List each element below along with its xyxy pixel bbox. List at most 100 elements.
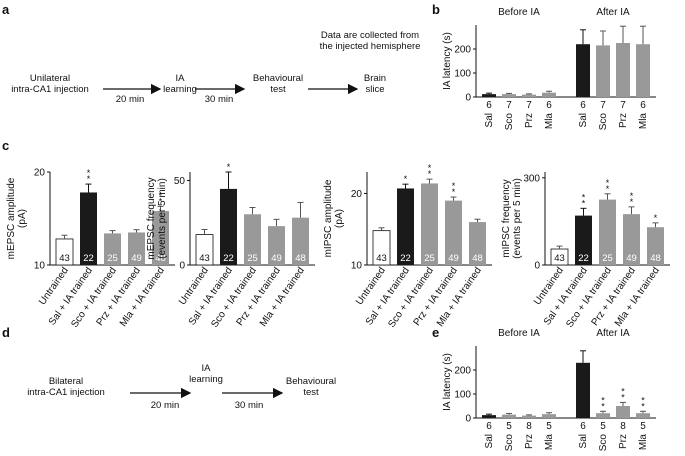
category-label: Sal	[578, 113, 589, 127]
n-label: 5	[600, 421, 606, 432]
y-tick-label: 20	[34, 168, 46, 179]
y-axis-label: mIPSC amplitude(pA)	[323, 179, 345, 257]
significance-star: *	[621, 392, 625, 402]
significance-star: *	[606, 184, 610, 194]
bar	[616, 406, 630, 418]
category-label: Mla + IA trained	[435, 265, 484, 328]
n-label: 43	[376, 253, 387, 264]
bar	[80, 192, 97, 265]
n-label: 48	[472, 253, 483, 264]
n-label: 8	[620, 421, 626, 432]
n-label: 25	[247, 253, 258, 264]
n-label: 43	[554, 253, 565, 264]
bar	[421, 183, 438, 265]
category-label: Prz	[618, 113, 629, 128]
significance-star: *	[582, 198, 586, 208]
n-label: 6	[580, 100, 586, 111]
flow-d-learning: IA learning	[189, 363, 223, 385]
category-label: Mla + IA trained	[258, 265, 307, 328]
bar	[397, 188, 414, 265]
significance-star: *	[641, 395, 645, 405]
bar	[128, 232, 145, 265]
y-tick-label: 300	[523, 173, 540, 184]
bar	[482, 94, 496, 97]
y-tick-label: 50	[174, 176, 186, 187]
n-label: 48	[295, 253, 306, 264]
significance-star: *	[452, 187, 456, 197]
bar	[152, 211, 169, 265]
y-tick-label: 10	[34, 261, 46, 272]
bar	[575, 215, 592, 265]
bar	[596, 45, 610, 97]
y-tick-label: 0	[465, 93, 471, 104]
flow-a-test: Behavioural test	[252, 73, 304, 95]
n-label: 22	[400, 253, 411, 264]
category-label: Mla + IA trained	[613, 265, 662, 328]
category-label: Mla	[544, 113, 555, 130]
group-label-after: After IA	[596, 7, 630, 18]
significance-star: *	[601, 401, 605, 411]
flow-a-slice: Brain slice	[363, 73, 387, 95]
bar	[104, 233, 121, 265]
bar	[292, 217, 309, 265]
bar	[616, 43, 630, 97]
y-tick-label: 100	[454, 390, 471, 401]
flow-d-step1: 20 min	[150, 400, 180, 411]
n-label: 43	[199, 253, 210, 264]
y-tick-label: 20	[351, 189, 363, 200]
bar	[636, 44, 650, 97]
bar	[502, 94, 516, 97]
bar	[623, 214, 640, 265]
category-label: Sco	[598, 113, 609, 131]
n-label: 25	[107, 253, 118, 264]
category-label: Sco	[504, 434, 515, 452]
significance-star: *	[654, 213, 658, 223]
bar	[542, 92, 556, 97]
group-label-before: Before IA	[498, 328, 540, 339]
n-label: 6	[486, 421, 492, 432]
n-label: 22	[578, 253, 589, 264]
significance-star: *	[428, 163, 432, 173]
n-label: 25	[424, 253, 435, 264]
panel-label-d: d	[2, 325, 10, 340]
panel-label-a: a	[2, 2, 10, 17]
bar	[482, 415, 496, 418]
bar	[636, 413, 650, 418]
y-tick-label: 200	[454, 45, 471, 56]
category-label: Mla	[544, 434, 555, 451]
category-label: Mla + IA trained	[118, 265, 167, 328]
bar	[469, 222, 486, 265]
n-label: 6	[486, 100, 492, 111]
n-label: 43	[59, 253, 70, 264]
category-label: Sal	[484, 113, 495, 127]
flow-a-step2: 30 min	[204, 94, 234, 105]
significance-star: *	[87, 174, 91, 184]
bar	[244, 214, 261, 265]
bar	[647, 227, 664, 265]
n-label: 22	[83, 253, 94, 264]
bar	[576, 362, 590, 418]
n-label: 6	[546, 100, 552, 111]
flow-d-injection: Bilateral intra-CA1 injection	[27, 376, 105, 398]
category-label: Sal	[578, 434, 589, 448]
n-label: 49	[131, 253, 142, 264]
group-label-after: After IA	[596, 328, 630, 339]
category-label: Prz	[524, 434, 535, 449]
significance-star: *	[641, 401, 645, 411]
bar	[268, 226, 285, 265]
flow-d-step2: 30 min	[234, 400, 264, 411]
n-label: 25	[602, 253, 613, 264]
y-axis-label: IA latency (s)	[442, 32, 453, 90]
group-label-before: Before IA	[498, 7, 540, 18]
n-label: 49	[448, 253, 459, 264]
flow-a-injection: Unilateral intra-CA1 injection	[11, 73, 89, 95]
bar	[542, 414, 556, 418]
bar	[445, 200, 462, 265]
y-axis-label: mEPSC amplitude(pA)	[6, 177, 28, 259]
panel-label-b: b	[432, 2, 440, 17]
